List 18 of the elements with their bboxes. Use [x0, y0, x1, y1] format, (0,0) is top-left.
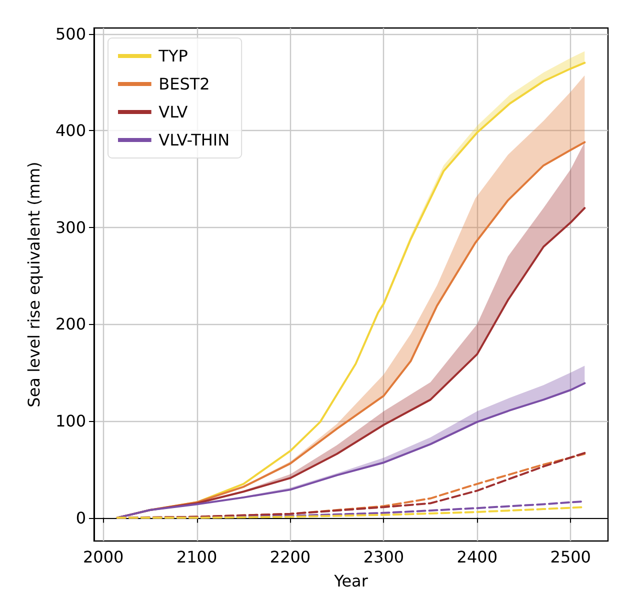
x-axis-title: Year	[333, 572, 368, 590]
x-tick-label: 2500	[550, 548, 591, 566]
legend-label: TYP	[158, 46, 188, 66]
x-tick-label: 2100	[176, 548, 218, 566]
y-tick-label: 200	[55, 314, 86, 334]
legend-label: BEST2	[158, 74, 210, 94]
y-axis-title: Sea level rise equivalent (mm)	[24, 162, 44, 408]
y-tick-label: 500	[55, 24, 86, 44]
y-tick-label: 0	[76, 508, 86, 528]
x-tick-label: 2200	[270, 548, 311, 566]
x-tick-label: 2300	[363, 548, 404, 566]
y-tick-label: 100	[55, 411, 86, 430]
x-tick-label: 2400	[456, 548, 498, 566]
x-tick-label: 2000	[82, 548, 124, 566]
y-tick-label: 300	[55, 218, 86, 237]
legend-label: VLV	[158, 102, 188, 122]
y-tick-label: 400	[55, 121, 86, 140]
legend-label: VLV-THIN	[158, 130, 230, 150]
